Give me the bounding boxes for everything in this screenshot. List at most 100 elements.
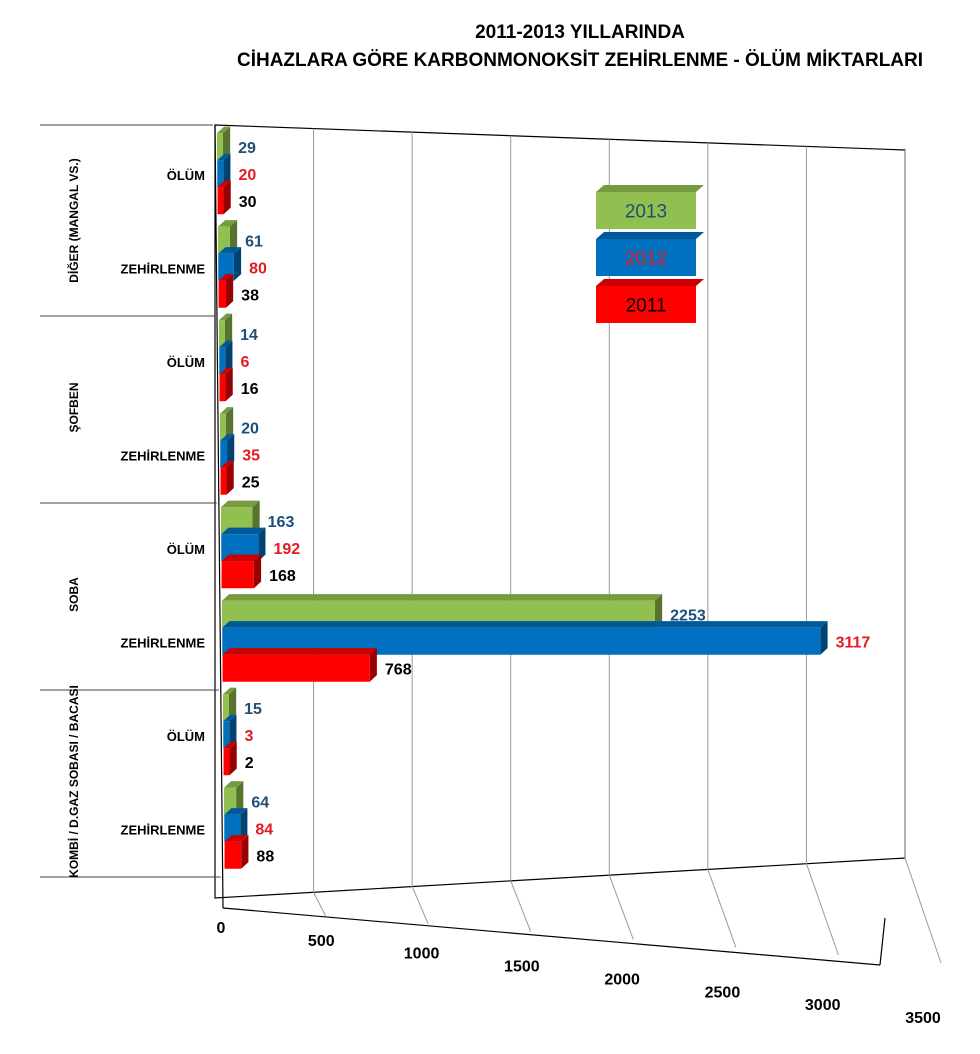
bar-top — [221, 594, 663, 601]
bar-top — [223, 741, 237, 749]
legend-swatch-top — [596, 232, 704, 239]
category-label: ÖLÜM — [167, 168, 205, 183]
bar — [224, 814, 241, 842]
data-label: 2 — [245, 755, 254, 772]
bar-top — [222, 621, 828, 628]
bar — [220, 440, 228, 468]
bar-top — [224, 835, 249, 842]
data-label: 84 — [255, 821, 273, 838]
data-label: 61 — [245, 233, 263, 250]
bar-top — [221, 527, 266, 535]
bars — [216, 126, 828, 869]
bar — [219, 413, 226, 441]
bar-side — [240, 808, 248, 842]
group-label: SOBA — [67, 577, 81, 612]
category-label: ZEHİRLENME — [121, 261, 206, 276]
legend-swatch — [596, 192, 696, 229]
bar-top — [220, 461, 234, 468]
bar — [220, 467, 227, 495]
legend-label: 2012 — [625, 249, 667, 270]
data-label: 2253 — [670, 607, 706, 624]
bar-side — [229, 714, 237, 749]
bar — [222, 694, 229, 722]
floor-gridline — [411, 886, 429, 924]
bar-top — [223, 714, 237, 722]
floor-edge — [879, 917, 886, 966]
legend-swatch — [596, 286, 696, 323]
group-label: DİĞER (MANGAL VS.) — [66, 158, 81, 282]
data-label: 29 — [238, 140, 256, 157]
data-label: 768 — [385, 661, 412, 678]
bar-top — [219, 407, 234, 414]
bar-side — [225, 367, 233, 402]
category-label: ZEHİRLENME — [121, 448, 206, 463]
data-label: 20 — [238, 167, 256, 184]
bar — [218, 320, 225, 348]
x-tick-label: 1000 — [404, 946, 440, 963]
bar-top — [222, 648, 377, 655]
legend-label: 2011 — [626, 296, 667, 317]
bar-top — [218, 313, 233, 321]
bar-side — [236, 781, 244, 815]
bar-top — [223, 781, 244, 788]
data-label: 30 — [239, 194, 257, 211]
bar-side — [225, 407, 234, 441]
data-label: 192 — [273, 541, 300, 558]
bar-top — [222, 687, 237, 695]
bar — [217, 160, 224, 188]
bar-side — [820, 621, 828, 655]
x-tick-label: 2500 — [705, 984, 741, 1001]
bar-top — [224, 808, 248, 815]
bar-side — [233, 247, 242, 281]
bar-side — [223, 180, 231, 215]
floor-gridline — [904, 857, 942, 964]
x-tick-label: 1500 — [504, 959, 540, 976]
data-label: 3 — [244, 728, 253, 745]
bar-side — [227, 434, 235, 468]
bar — [218, 253, 234, 281]
x-tick-label: 3500 — [905, 1010, 941, 1027]
bar — [219, 347, 226, 375]
category-label: ÖLÜM — [167, 355, 205, 370]
bar — [221, 561, 254, 589]
legend-swatch — [596, 239, 696, 276]
bar-side — [253, 554, 262, 589]
legend-swatch-top — [596, 185, 704, 192]
bar-side — [223, 153, 231, 188]
data-label: 80 — [249, 260, 267, 277]
bar — [218, 280, 226, 308]
data-label: 35 — [242, 447, 260, 464]
bar — [223, 721, 230, 749]
x-tick-label: 2000 — [604, 971, 640, 988]
floor-gridline — [313, 892, 327, 917]
bar-side — [369, 648, 377, 682]
bar-side — [229, 741, 237, 776]
floor-gridline — [510, 880, 532, 932]
data-label: 14 — [240, 327, 258, 344]
bar-top — [217, 220, 238, 227]
bar-side — [225, 340, 233, 375]
x-axis-ticks: 0 500 1000 1500 2000 2500 3000 3500 — [217, 920, 941, 1027]
category-axis: DİĞER (MANGAL VS.) ÖLÜM ZEHİRLENME ŞOFBEN ÖL… — [40, 124, 221, 878]
value-axis-line — [214, 124, 224, 909]
group-label: KOMBİ / D.GAZ SOBASI / BACASI — [66, 685, 81, 878]
floor-gridline — [707, 869, 737, 948]
bar — [219, 374, 226, 402]
bar-side — [241, 835, 249, 869]
bar-side — [252, 500, 260, 535]
data-label: 3117 — [836, 634, 871, 651]
bar-side — [228, 687, 237, 722]
data-label: 64 — [251, 794, 269, 811]
bar — [217, 187, 224, 215]
data-label: 25 — [242, 474, 260, 491]
bar-top — [219, 340, 233, 348]
group-label: ŞOFBEN — [67, 382, 81, 432]
floor-gridline — [805, 863, 839, 956]
legend-label: 2013 — [625, 202, 667, 223]
x-tick-label: 0 — [217, 920, 226, 937]
bar — [224, 841, 242, 869]
bar-side — [226, 461, 234, 495]
back-wall — [214, 124, 906, 899]
